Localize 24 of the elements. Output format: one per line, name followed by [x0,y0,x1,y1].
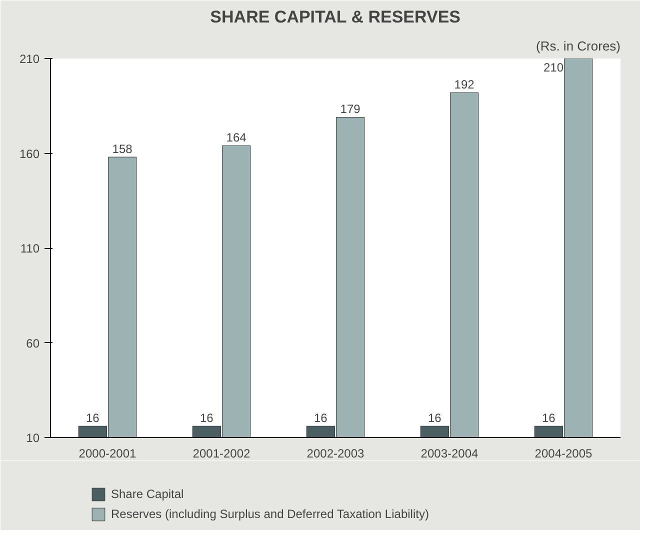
data-label: 192 [454,78,475,92]
data-label: 179 [340,102,361,116]
y-tick-label: 160 [19,146,40,161]
data-label: 16 [428,411,442,426]
legend-label: Share Capital [111,486,184,502]
x-tick-label: 2003-2004 [420,446,479,460]
data-label: 210 [543,60,564,75]
data-label: 164 [226,130,247,145]
y-tick-label: 60 [26,336,40,350]
y-tick-label: 110 [20,242,40,256]
x-tick-label: 2001-2002 [192,446,251,460]
data-label: 158 [112,142,133,156]
chart-title: SHARE CAPITAL & RESERVES [210,8,461,26]
y-tick-label: 10 [26,431,40,445]
text: (Rs. in Crores) [536,38,621,54]
legend-label: Reserves (including Surplus and Deferred Taxation Liability) [111,506,429,522]
data-label: 16 [314,411,328,426]
data-label: 16 [542,411,556,426]
data-label: 16 [86,411,100,426]
y-tick-label: 210 [19,52,40,66]
x-tick-label: 2000-2001 [78,446,137,460]
data-label: 16 [200,411,214,426]
x-tick-label: 2004-2005 [534,446,593,460]
x-tick-label: 2002-2003 [306,446,365,460]
